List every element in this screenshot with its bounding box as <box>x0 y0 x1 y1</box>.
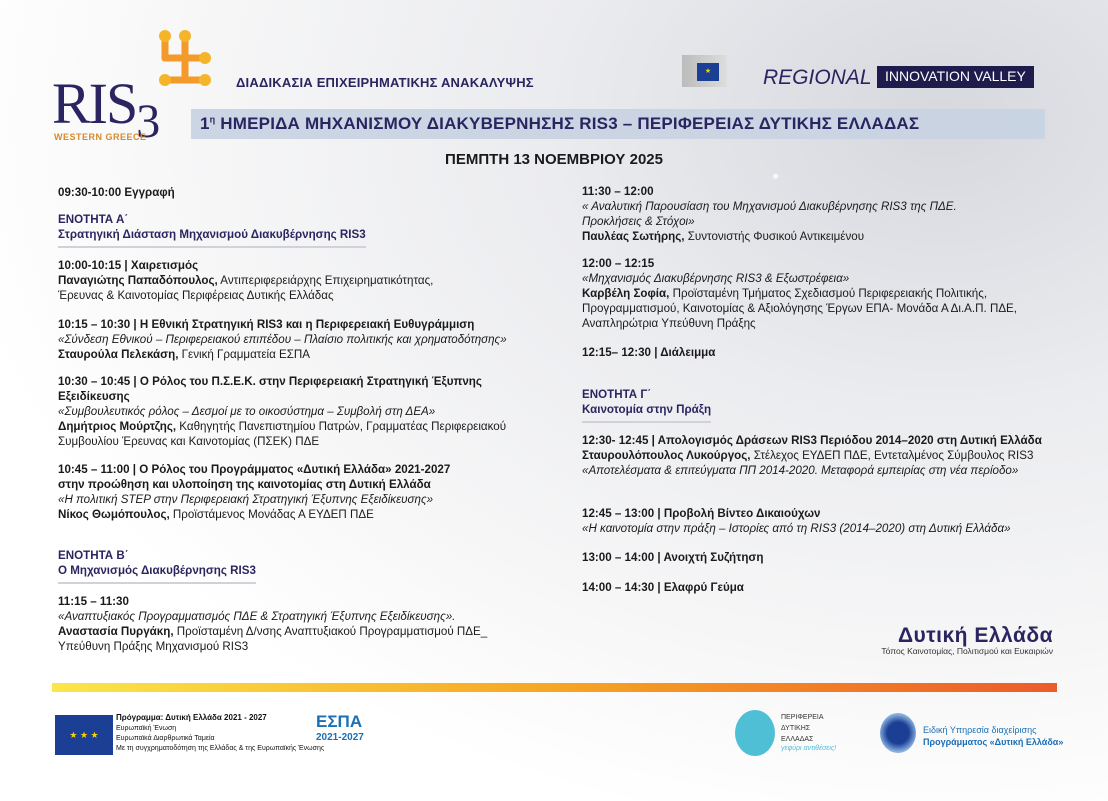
slogan-subtitle: Τόπος Καινοτομίας, Πολιτισμού και Ευκαιρ… <box>881 646 1053 656</box>
title-banner <box>191 109 1045 139</box>
innovation-valley-label: INNOVATION VALLEY <box>877 66 1034 88</box>
agenda-item: 10:00-10:15 | Χαιρετισμός Παναγιώτης Παπα… <box>58 259 434 302</box>
eu-flag-icon: ★ <box>697 63 719 81</box>
page-title: 1η ΗΜΕΡΙΔΑ ΜΗΧΑΝΙΣΜΟΥ ΔΙΑΚΥΒΕΡΝΗΣΗΣ RIS3… <box>200 114 920 133</box>
agenda-item: 11:30 – 12:00 « Αναλυτική Παρουσίαση του … <box>582 185 957 243</box>
section-c: ΕΝΟΤΗΤΑ Γ΄ Καινοτομία στην Πράξη <box>582 387 1082 423</box>
espa-logo: ΕΣΠΑ 2021-2027 <box>316 712 364 743</box>
agenda-item: 13:00 – 14:00 | Ανοιχτή Συζήτηση <box>582 551 764 564</box>
region-slogan: γεφύρι αντιθέσεις! <box>781 745 837 752</box>
registration: 09:30-10:00 Εγγραφή <box>58 186 175 199</box>
eu-flag-icon: ★ ★ ★ <box>55 715 113 755</box>
ris3-logo: RIS3 <box>52 71 160 148</box>
program-info: Πρόγραμμα: Δυτική Ελλάδα 2021 - 2027 Ευρω… <box>116 713 325 752</box>
tagline: ΔΙΑΔΙΚΑΣΙΑ ΕΠΙΧΕΙΡΗΜΑΤΙΚΗΣ ΑΝΑΚΑΛΥΨΗΣ <box>236 75 534 90</box>
region-name: ΠΕΡΙΦΕΡΕΙΑ ΔΥΤΙΚΗΣ ΕΛΛΑΔΑΣ <box>781 714 824 743</box>
agenda-item-break: 12:15– 12:30 | Διάλειμμα <box>582 346 716 359</box>
agenda-item: 10:15 – 10:30 | Η Εθνική Στρατηγική RIS3… <box>58 318 507 361</box>
agenda-item: 12:45 – 13:00 | Προβολή Βίντεο Δικαιούχω… <box>582 507 1011 535</box>
european-commission-logo: ★ <box>682 55 727 87</box>
molecule-logo-icon <box>159 30 211 86</box>
agenda-item: 10:45 – 11:00 | Ο Ρόλος του Προγράμματος… <box>58 463 451 521</box>
regional-label: REGIONAL <box>763 66 872 89</box>
event-date: ΠΕΜΠΤΗ 13 ΝΟΕΜΒΡΙΟΥ 2025 <box>445 151 663 168</box>
slogan-title: Δυτική Ελλάδα <box>897 624 1053 647</box>
logo-region: WESTERN GREECE <box>54 132 147 142</box>
agenda-item: 12:30- 12:45 | Απολογισμός Δράσεων RIS3 … <box>582 434 1042 477</box>
managing-authority-logo-icon <box>880 713 916 753</box>
agenda-item: 10:30 – 10:45 | Ο Ρόλος του Π.Σ.Ε.Κ. στη… <box>58 375 507 448</box>
managing-authority-name: Ειδική Υπηρεσία διαχείρισης Προγράμματος … <box>923 725 1064 747</box>
section-a: ΕΝΟΤΗΤΑ Α΄ Στρατηγική Διάσταση Μηχανισμού… <box>58 212 558 248</box>
region-logo-icon <box>735 710 775 756</box>
agenda-item: 12:00 – 12:15 «Μηχανισμός Διακυβέρνησης R… <box>582 257 1018 330</box>
section-b: ΕΝΟΤΗΤΑ Β΄ Ο Μηχανισμός Διακυβέρνησης RIS… <box>58 548 558 584</box>
agenda-item: 11:15 – 11:30 «Αναπτυξιακός Προγραμματισμ… <box>58 595 488 653</box>
gradient-bar <box>52 683 1057 692</box>
agenda-item: 14:00 – 14:30 | Ελαφρύ Γεύμα <box>582 581 744 594</box>
